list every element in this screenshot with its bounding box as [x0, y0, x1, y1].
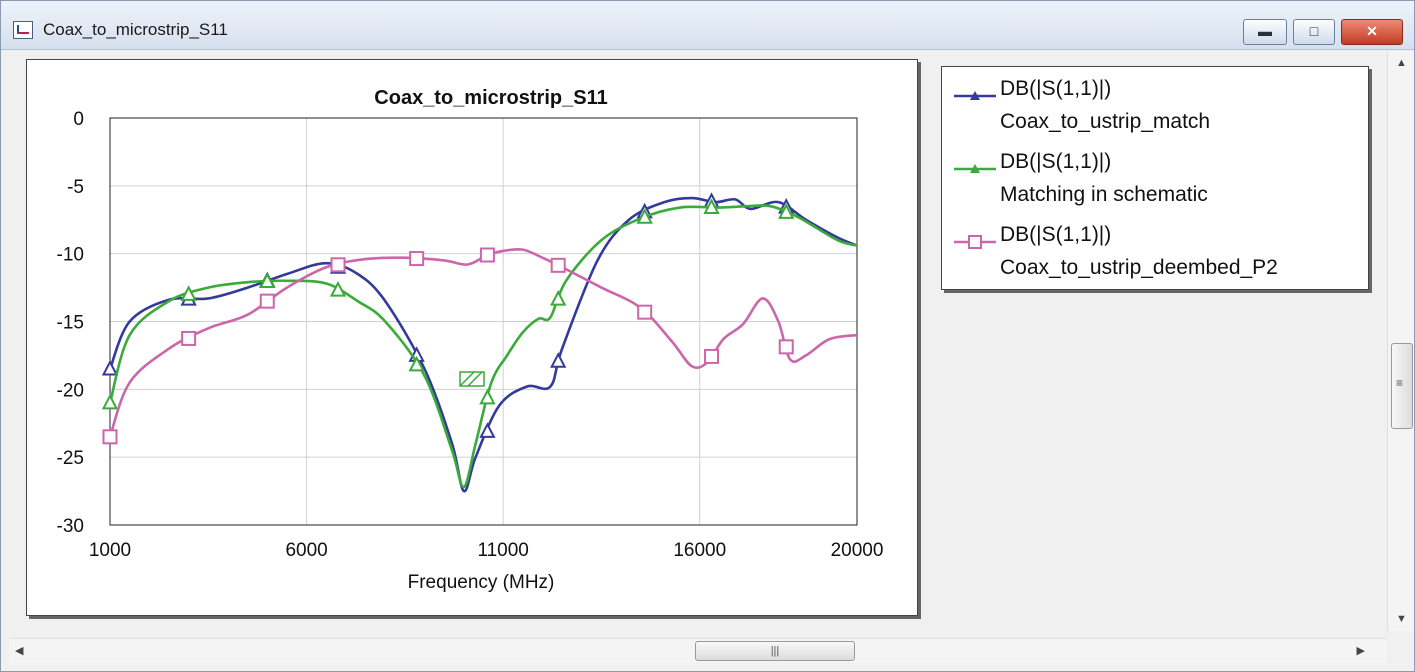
horizontal-scroll-thumb[interactable]: ||| [695, 641, 855, 661]
legend-swatch-blue [954, 91, 996, 100]
series-marker [101, 359, 119, 376]
minimize-icon: ▬ [1258, 23, 1272, 39]
scroll-right-icon[interactable]: ▶ [1356, 645, 1365, 657]
series-marker [704, 348, 720, 364]
y-tick-label: -15 [57, 313, 84, 334]
vertical-scrollbar[interactable]: ▲ ≡ ▼ [1387, 51, 1414, 631]
plot-frame[interactable]: Coax_to_microstrip_S11 0 -5 -10 -15 -20 -25 -3… [26, 59, 918, 616]
series-marker [180, 285, 197, 301]
s11-chart[interactable]: Coax_to_microstrip_S11 0 -5 -10 -15 -20 -25 -3… [27, 60, 917, 615]
legend-series-name: DB(|S(1,1)|) [1000, 77, 1112, 100]
series-marker [636, 208, 653, 224]
x-tick-label: 1000 [89, 540, 131, 561]
legend[interactable]: DB(|S(1,1)|) Coax_to_ustrip_match DB(|S(… [941, 66, 1369, 290]
maximize-icon: □ [1309, 23, 1319, 39]
y-tick-label: -30 [57, 516, 84, 537]
legend-item-deembed[interactable]: DB(|S(1,1)|) Coax_to_ustrip_deembed_P2 [952, 223, 1362, 293]
vertical-scroll-thumb[interactable]: ≡ [1391, 343, 1413, 429]
scroll-down-icon[interactable]: ▼ [1396, 613, 1407, 625]
x-tick-label: 16000 [673, 540, 726, 561]
legend-item-schematic[interactable]: DB(|S(1,1)|) Matching in schematic [952, 150, 1362, 220]
series-group [101, 192, 858, 493]
y-tick-label: -5 [67, 177, 84, 198]
series-marker [550, 289, 567, 306]
legend-series-name: DB(|S(1,1)|) [1000, 150, 1112, 173]
window-title: Coax_to_microstrip_S11 [43, 20, 228, 39]
plot-area [109, 117, 858, 526]
legend-series-label: Matching in schematic [1000, 183, 1208, 206]
series-marker [550, 257, 566, 273]
series-marker [409, 251, 425, 267]
legend-series-label: Coax_to_ustrip_deembed_P2 [1000, 256, 1278, 279]
x-axis-label: Frequency (MHz) [408, 572, 555, 593]
x-axis: 1000 6000 11000 16000 20000 [89, 540, 884, 561]
series-marker [479, 247, 495, 263]
legend-swatch-pink [954, 235, 996, 249]
marker-cursor-icon[interactable] [459, 371, 485, 387]
graph-client-area: Coax_to_microstrip_S11 0 -5 -10 -15 -20 -25 -3… [9, 51, 1379, 629]
y-tick-label: 0 [73, 109, 84, 130]
legend-series-name: DB(|S(1,1)|) [1000, 223, 1112, 246]
legend-swatch-green [954, 164, 996, 173]
series-marker [329, 280, 347, 297]
series-line-3[interactable] [108, 247, 858, 438]
series-marker [181, 330, 197, 346]
grip-icon: ||| [770, 645, 780, 657]
series-marker [703, 198, 720, 215]
y-tick-label: -10 [57, 245, 84, 266]
series-marker [637, 304, 653, 320]
y-tick-label: -20 [57, 380, 84, 401]
y-tick-label: -25 [57, 448, 84, 469]
x-tick-label: 6000 [285, 540, 327, 561]
series-marker [259, 272, 276, 288]
series-marker [330, 257, 346, 273]
graph-window-icon[interactable] [13, 21, 33, 39]
grip-icon: ≡ [1396, 376, 1404, 390]
minimize-button[interactable]: ▬ [1243, 19, 1287, 45]
legend-series-label: Coax_to_ustrip_match [1000, 110, 1211, 133]
title-bar[interactable]: Coax_to_microstrip_S11 ▬ □ ✕ [1, 1, 1414, 50]
series-marker [101, 393, 119, 410]
chart-title: Coax_to_microstrip_S11 [374, 87, 607, 109]
series-marker [479, 388, 496, 405]
legend-item-match[interactable]: DB(|S(1,1)|) Coax_to_ustrip_match [952, 77, 1362, 147]
scroll-left-icon[interactable]: ◀ [15, 645, 24, 657]
series-marker [550, 352, 567, 368]
series-marker [259, 293, 275, 309]
y-axis: 0 -5 -10 -15 -20 -25 -30 [57, 109, 84, 537]
series-line-1[interactable] [108, 196, 858, 493]
horizontal-scrollbar[interactable]: ◀ ||| ▶ [9, 638, 1387, 663]
scroll-up-icon[interactable]: ▲ [1396, 57, 1407, 69]
series-marker [479, 422, 496, 438]
series-marker [778, 203, 795, 219]
series-marker [408, 355, 425, 372]
x-tick-label: 20000 [831, 540, 884, 561]
maximize-button[interactable]: □ [1293, 19, 1335, 45]
series-marker [778, 339, 794, 355]
x-tick-label: 11000 [477, 540, 528, 561]
series-marker [102, 429, 118, 445]
close-icon: ✕ [1366, 23, 1378, 39]
close-button[interactable]: ✕ [1341, 19, 1403, 45]
